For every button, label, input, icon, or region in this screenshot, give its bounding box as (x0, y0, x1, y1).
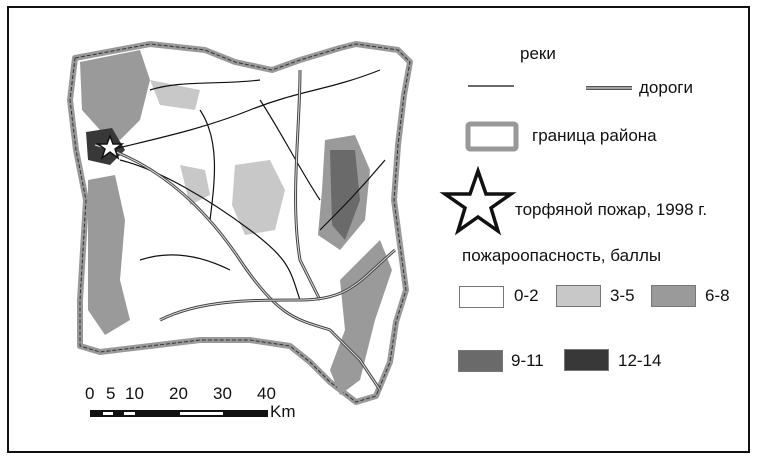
scale-tick-5: 5 (106, 384, 116, 403)
zone-3-5 (180, 165, 210, 205)
scale-tick-10: 10 (125, 384, 144, 403)
fire-star-marker (95, 133, 125, 161)
label-0-2: 0-2 (514, 286, 539, 305)
zone-6-8 (88, 175, 130, 335)
label-6-8: 6-8 (705, 286, 730, 305)
fire-legend-star (439, 165, 517, 236)
rivers (109, 69, 386, 301)
scale-tick-30: 30 (213, 384, 232, 403)
zone-6-8 (80, 50, 150, 140)
legend-roads-label: дороги (639, 78, 693, 97)
scale-bar (90, 410, 268, 417)
legend-rivers-label: реки (520, 44, 556, 63)
legend-hazard-title: пожароопасность, баллы (462, 246, 662, 265)
boundary-legend-symbol (465, 121, 519, 152)
scale-tick-0: 0 (85, 384, 95, 403)
label-3-5: 3-5 (610, 286, 635, 305)
map-frame (7, 6, 750, 453)
swatch-12-14 (564, 349, 609, 371)
roads (94, 69, 396, 391)
zone-9-11 (330, 150, 360, 240)
scale-tick-20: 20 (169, 384, 188, 403)
label-12-14: 12-14 (618, 351, 662, 370)
zone-3-5 (232, 160, 285, 235)
district-map (67, 41, 413, 405)
scale-unit: Km (270, 402, 296, 421)
zone-9-11 (330, 240, 392, 395)
swatch-3-5 (556, 285, 601, 307)
swatch-9-11 (458, 350, 503, 372)
hazard-zones (80, 50, 392, 395)
legend-boundary-label: граница района (532, 126, 657, 145)
swatch-6-8 (651, 285, 696, 307)
label-9-11: 9-11 (511, 351, 544, 370)
scale-tick-40: 40 (257, 384, 276, 403)
swatch-0-2 (459, 286, 504, 308)
zone-3-5 (150, 80, 200, 110)
legend-fire-label: торфяной пожар, 1998 г. (515, 200, 708, 219)
